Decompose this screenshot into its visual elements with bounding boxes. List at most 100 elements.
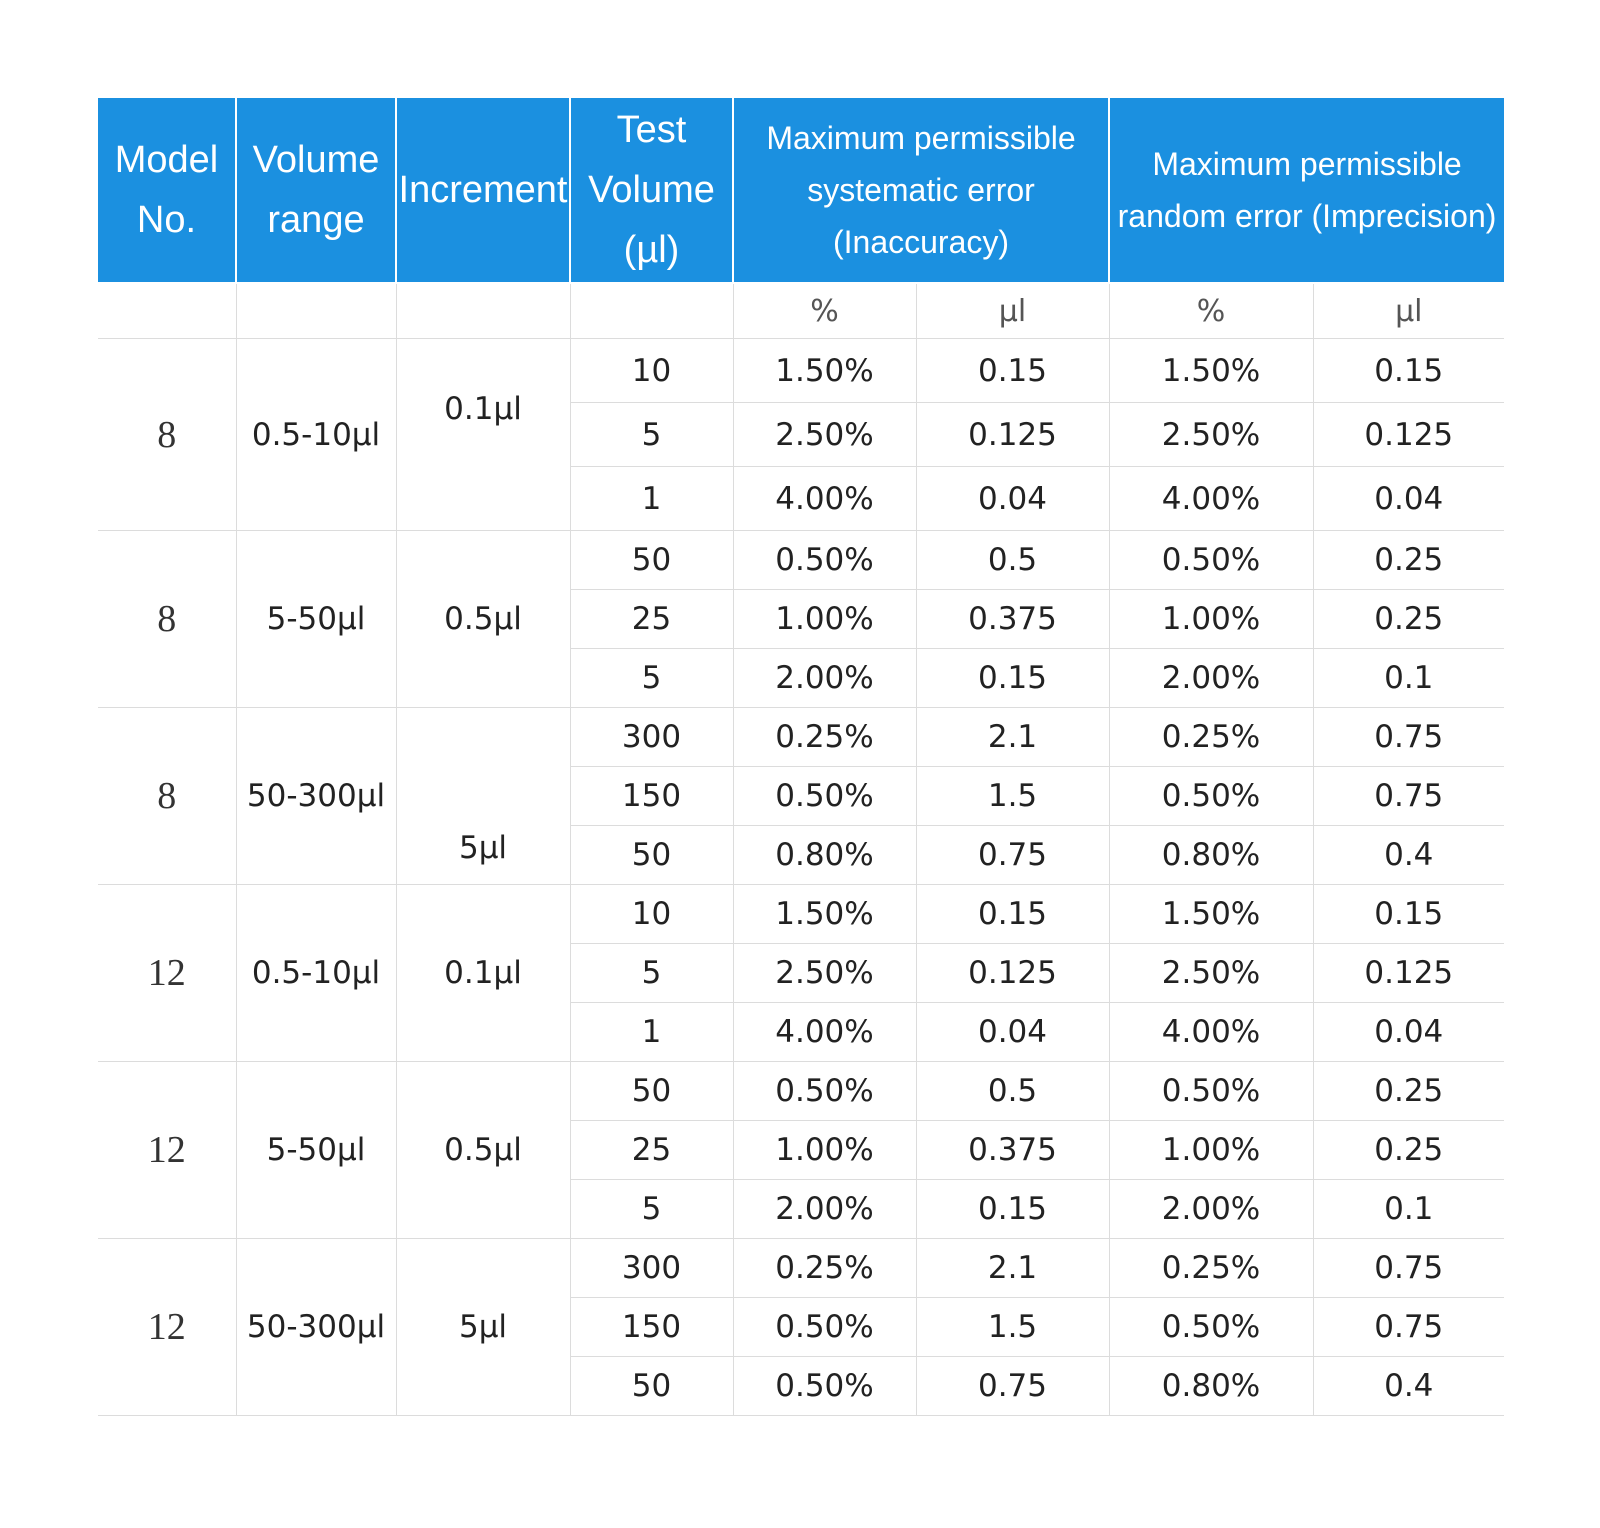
unit-sys-pct: %	[732, 282, 917, 339]
systematic-error-pct-cell: 1.00%	[732, 1120, 917, 1180]
random-error-ul-cell: 0.75	[1312, 1238, 1505, 1298]
unit-cell-empty	[569, 282, 734, 339]
random-error-pct-cell: 4.00%	[1108, 1002, 1314, 1062]
random-error-ul-cell: 0.1	[1312, 1179, 1505, 1239]
test-volume-cell: 5	[569, 1179, 734, 1239]
systematic-error-pct-cell: 0.80%	[732, 825, 917, 885]
table-row: 25 1.00% 0.375 1.00% 0.25	[98, 589, 1505, 649]
test-volume-cell: 5	[569, 943, 734, 1003]
header-model-no-line: No.	[136, 199, 197, 241]
random-error-pct-cell: 0.80%	[1108, 1356, 1314, 1416]
header-random-error-line: random error (Imprecision)	[1117, 198, 1497, 234]
systematic-error-pct-cell: 0.25%	[732, 1238, 917, 1298]
test-volume-cell: 10	[569, 338, 734, 403]
random-error-pct-cell: 0.50%	[1108, 1297, 1314, 1357]
systematic-error-ul-cell: 2.1	[915, 707, 1110, 767]
test-volume-cell: 300	[569, 1238, 734, 1298]
table-row: 5 2.00% 0.15 2.00% 0.1	[98, 1179, 1505, 1239]
header-volume-range-line: Volume	[252, 139, 380, 181]
table-body: % µl % µl 8 0.5-10µl 0.1µl 10 1.50% 0.15 1.50%…	[98, 282, 1505, 1416]
random-error-ul-cell: 0.25	[1312, 589, 1505, 649]
systematic-error-ul-cell: 0.15	[915, 648, 1110, 708]
model-no-cell: 8	[98, 530, 237, 708]
increment-cell: 5µl	[395, 1238, 571, 1416]
unit-rand-pct: %	[1108, 282, 1314, 339]
systematic-error-ul-cell: 1.5	[915, 766, 1110, 826]
random-error-ul-cell: 0.25	[1312, 530, 1505, 590]
systematic-error-ul-cell: 1.5	[915, 1297, 1110, 1357]
random-error-pct-cell: 2.00%	[1108, 648, 1314, 708]
test-volume-cell: 150	[569, 766, 734, 826]
header-random-error-line: Maximum permissible	[1152, 146, 1462, 182]
table-row: 8 5-50µl 0.5µl 50 0.50% 0.5 0.50% 0.25	[98, 530, 1505, 708]
systematic-error-pct-cell: 2.50%	[732, 943, 917, 1003]
systematic-error-ul-cell: 0.5	[915, 1061, 1110, 1121]
test-volume-cell: 25	[569, 1120, 734, 1180]
model-no-cell: 12	[98, 1061, 237, 1239]
model-no-cell: 8	[98, 338, 237, 531]
random-error-pct-cell: 1.50%	[1108, 338, 1314, 403]
table-row: 25 1.00% 0.375 1.00% 0.25	[98, 1120, 1505, 1180]
systematic-error-ul-cell: 0.375	[915, 1120, 1110, 1180]
random-error-pct-cell: 0.50%	[1108, 766, 1314, 826]
random-error-ul-cell: 0.04	[1312, 466, 1505, 531]
systematic-error-pct-cell: 0.50%	[732, 1356, 917, 1416]
systematic-error-pct-cell: 0.50%	[732, 530, 917, 590]
random-error-ul-cell: 0.4	[1312, 1356, 1505, 1416]
header-volume-range-line: range	[267, 199, 365, 241]
table-row: 8 50-300µl 5µl 300 0.25% 2.1 0.25% 0.75	[98, 707, 1505, 885]
systematic-error-ul-cell: 2.1	[915, 1238, 1110, 1298]
header-increment-line: Increment	[398, 169, 568, 211]
random-error-pct-cell: 1.50%	[1108, 884, 1314, 944]
unit-row: % µl % µl	[98, 282, 1505, 339]
test-volume-cell: 5	[569, 402, 734, 467]
random-error-pct-cell: 0.25%	[1108, 707, 1314, 767]
header-test-volume-line: (µl)	[623, 229, 680, 271]
random-error-pct-cell: 0.50%	[1108, 1061, 1314, 1121]
random-error-pct-cell: 1.00%	[1108, 1120, 1314, 1180]
systematic-error-ul-cell: 0.75	[915, 1356, 1110, 1416]
random-error-ul-cell: 0.75	[1312, 1297, 1505, 1357]
volume-range-cell: 50-300µl	[235, 707, 397, 885]
random-error-ul-cell: 0.15	[1312, 338, 1505, 403]
random-error-ul-cell: 0.25	[1312, 1061, 1505, 1121]
test-volume-cell: 50	[569, 1356, 734, 1416]
systematic-error-ul-cell: 0.75	[915, 825, 1110, 885]
systematic-error-pct-cell: 2.00%	[732, 648, 917, 708]
random-error-pct-cell: 1.00%	[1108, 589, 1314, 649]
increment-cell: 0.5µl	[395, 530, 571, 708]
random-error-pct-cell: 0.25%	[1108, 1238, 1314, 1298]
systematic-error-pct-cell: 4.00%	[732, 1002, 917, 1062]
unit-cell-empty	[98, 282, 237, 339]
volume-range-cell: 0.5-10µl	[235, 338, 397, 531]
systematic-error-pct-cell: 1.00%	[732, 589, 917, 649]
header-systematic-error-line: systematic error	[807, 172, 1035, 208]
increment-cell: 0.1µl	[395, 338, 571, 531]
systematic-error-pct-cell: 0.50%	[732, 1297, 917, 1357]
systematic-error-pct-cell: 0.25%	[732, 707, 917, 767]
model-no-cell: 8	[98, 707, 237, 885]
random-error-ul-cell: 0.04	[1312, 1002, 1505, 1062]
test-volume-cell: 300	[569, 707, 734, 767]
volume-range-cell: 0.5-10µl	[235, 884, 397, 1062]
volume-range-cell: 5-50µl	[235, 530, 397, 708]
systematic-error-ul-cell: 0.04	[915, 466, 1110, 531]
random-error-pct-cell: 2.50%	[1108, 402, 1314, 467]
random-error-ul-cell: 0.4	[1312, 825, 1505, 885]
systematic-error-ul-cell: 0.04	[915, 1002, 1110, 1062]
random-error-ul-cell: 0.1	[1312, 648, 1505, 708]
test-volume-cell: 150	[569, 1297, 734, 1357]
test-volume-cell: 1	[569, 466, 734, 531]
systematic-error-ul-cell: 0.15	[915, 884, 1110, 944]
random-error-pct-cell: 0.50%	[1108, 530, 1314, 590]
volume-range-cell: 5-50µl	[235, 1061, 397, 1239]
unit-rand-ul: µl	[1312, 282, 1505, 339]
header-model-no: Model No.	[98, 98, 237, 284]
table-row: 5 2.50% 0.125 2.50% 0.125	[98, 402, 1505, 467]
systematic-error-pct-cell: 2.50%	[732, 402, 917, 467]
systematic-error-pct-cell: 4.00%	[732, 466, 917, 531]
systematic-error-pct-cell: 2.00%	[732, 1179, 917, 1239]
systematic-error-ul-cell: 0.15	[915, 1179, 1110, 1239]
systematic-error-ul-cell: 0.375	[915, 589, 1110, 649]
header-systematic-error-line: (Inaccuracy)	[832, 224, 1010, 260]
